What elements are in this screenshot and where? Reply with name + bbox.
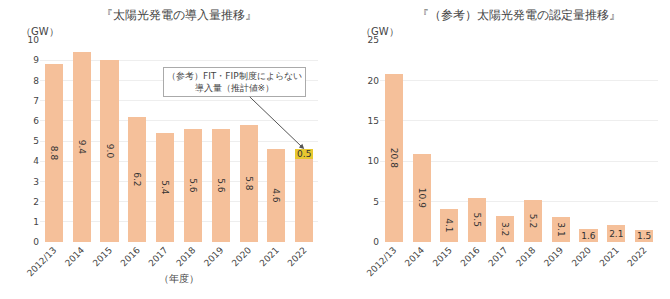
svg-text:2022: 2022 xyxy=(286,245,309,268)
svg-text:2.1: 2.1 xyxy=(609,229,623,239)
svg-text:（参考）FIT・FIP制度によらない導入量（推計値※）: （参考）FIT・FIP制度によらない導入量（推計値※） xyxy=(167,71,302,93)
svg-text:15: 15 xyxy=(367,116,378,126)
svg-text:9.4: 9.4 xyxy=(77,140,87,155)
svg-text:2017: 2017 xyxy=(486,245,509,268)
svg-text:7: 7 xyxy=(33,96,39,106)
svg-text:（GW）: （GW） xyxy=(361,26,399,37)
svg-text:0: 0 xyxy=(373,237,379,247)
svg-text:『（参考）太陽光発電の認定量推移』: 『（参考）太陽光発電の認定量推移』 xyxy=(417,8,621,22)
svg-text:2020: 2020 xyxy=(570,245,593,268)
svg-text:10: 10 xyxy=(28,35,40,45)
svg-text:4: 4 xyxy=(33,156,39,166)
svg-text:1.6: 1.6 xyxy=(581,231,596,241)
svg-text:6: 6 xyxy=(33,116,39,126)
svg-text:1: 1 xyxy=(33,217,39,227)
svg-text:2: 2 xyxy=(33,197,39,207)
svg-text:2014: 2014 xyxy=(403,245,426,268)
svg-text:5.6: 5.6 xyxy=(216,178,226,193)
svg-text:2012/13: 2012/13 xyxy=(365,245,399,279)
svg-text:5.5: 5.5 xyxy=(472,213,482,227)
svg-text:2022: 2022 xyxy=(625,245,648,268)
svg-text:10.9: 10.9 xyxy=(417,188,427,208)
svg-text:2020: 2020 xyxy=(230,245,253,268)
svg-text:1.5: 1.5 xyxy=(637,231,651,241)
svg-text:4.1: 4.1 xyxy=(444,218,454,232)
svg-text:2019: 2019 xyxy=(202,245,225,268)
svg-text:4.6: 4.6 xyxy=(271,188,281,203)
svg-text:2012/13: 2012/13 xyxy=(25,245,59,279)
svg-text:3.2: 3.2 xyxy=(500,222,510,236)
svg-text:8: 8 xyxy=(33,76,39,86)
svg-text:20: 20 xyxy=(367,76,379,86)
svg-text:5.6: 5.6 xyxy=(188,178,198,193)
svg-text:0.5: 0.5 xyxy=(297,149,311,159)
svg-text:3: 3 xyxy=(33,177,39,187)
svg-text:20.8: 20.8 xyxy=(389,148,399,168)
svg-text:9: 9 xyxy=(33,55,39,65)
svg-text:2017: 2017 xyxy=(146,245,169,268)
svg-text:2014: 2014 xyxy=(63,245,86,268)
svg-text:8.8: 8.8 xyxy=(49,146,59,161)
svg-text:5.8: 5.8 xyxy=(244,176,254,191)
svg-text:5: 5 xyxy=(33,136,39,146)
svg-text:『太陽光発電の導入量推移』: 『太陽光発電の導入量推移』 xyxy=(101,8,257,22)
svg-text:25: 25 xyxy=(367,35,378,45)
svg-text:2021: 2021 xyxy=(598,245,621,268)
svg-text:2016: 2016 xyxy=(119,245,142,268)
svg-text:9.0: 9.0 xyxy=(105,144,115,159)
svg-text:2018: 2018 xyxy=(514,245,537,268)
svg-text:（GW）: （GW） xyxy=(21,26,59,37)
svg-text:2015: 2015 xyxy=(431,245,454,268)
svg-text:2021: 2021 xyxy=(258,245,281,268)
svg-text:2018: 2018 xyxy=(174,245,197,268)
svg-text:6.2: 6.2 xyxy=(132,172,142,186)
svg-text:5.2: 5.2 xyxy=(528,214,538,228)
svg-text:3.1: 3.1 xyxy=(556,222,566,236)
svg-text:2015: 2015 xyxy=(91,245,114,268)
svg-text:10: 10 xyxy=(367,156,379,166)
svg-text:2019: 2019 xyxy=(542,245,565,268)
svg-text:2016: 2016 xyxy=(459,245,482,268)
svg-text:（年度）: （年度） xyxy=(159,273,199,284)
svg-text:5: 5 xyxy=(373,197,379,207)
svg-text:5.4: 5.4 xyxy=(160,180,170,195)
svg-text:0: 0 xyxy=(33,237,39,247)
